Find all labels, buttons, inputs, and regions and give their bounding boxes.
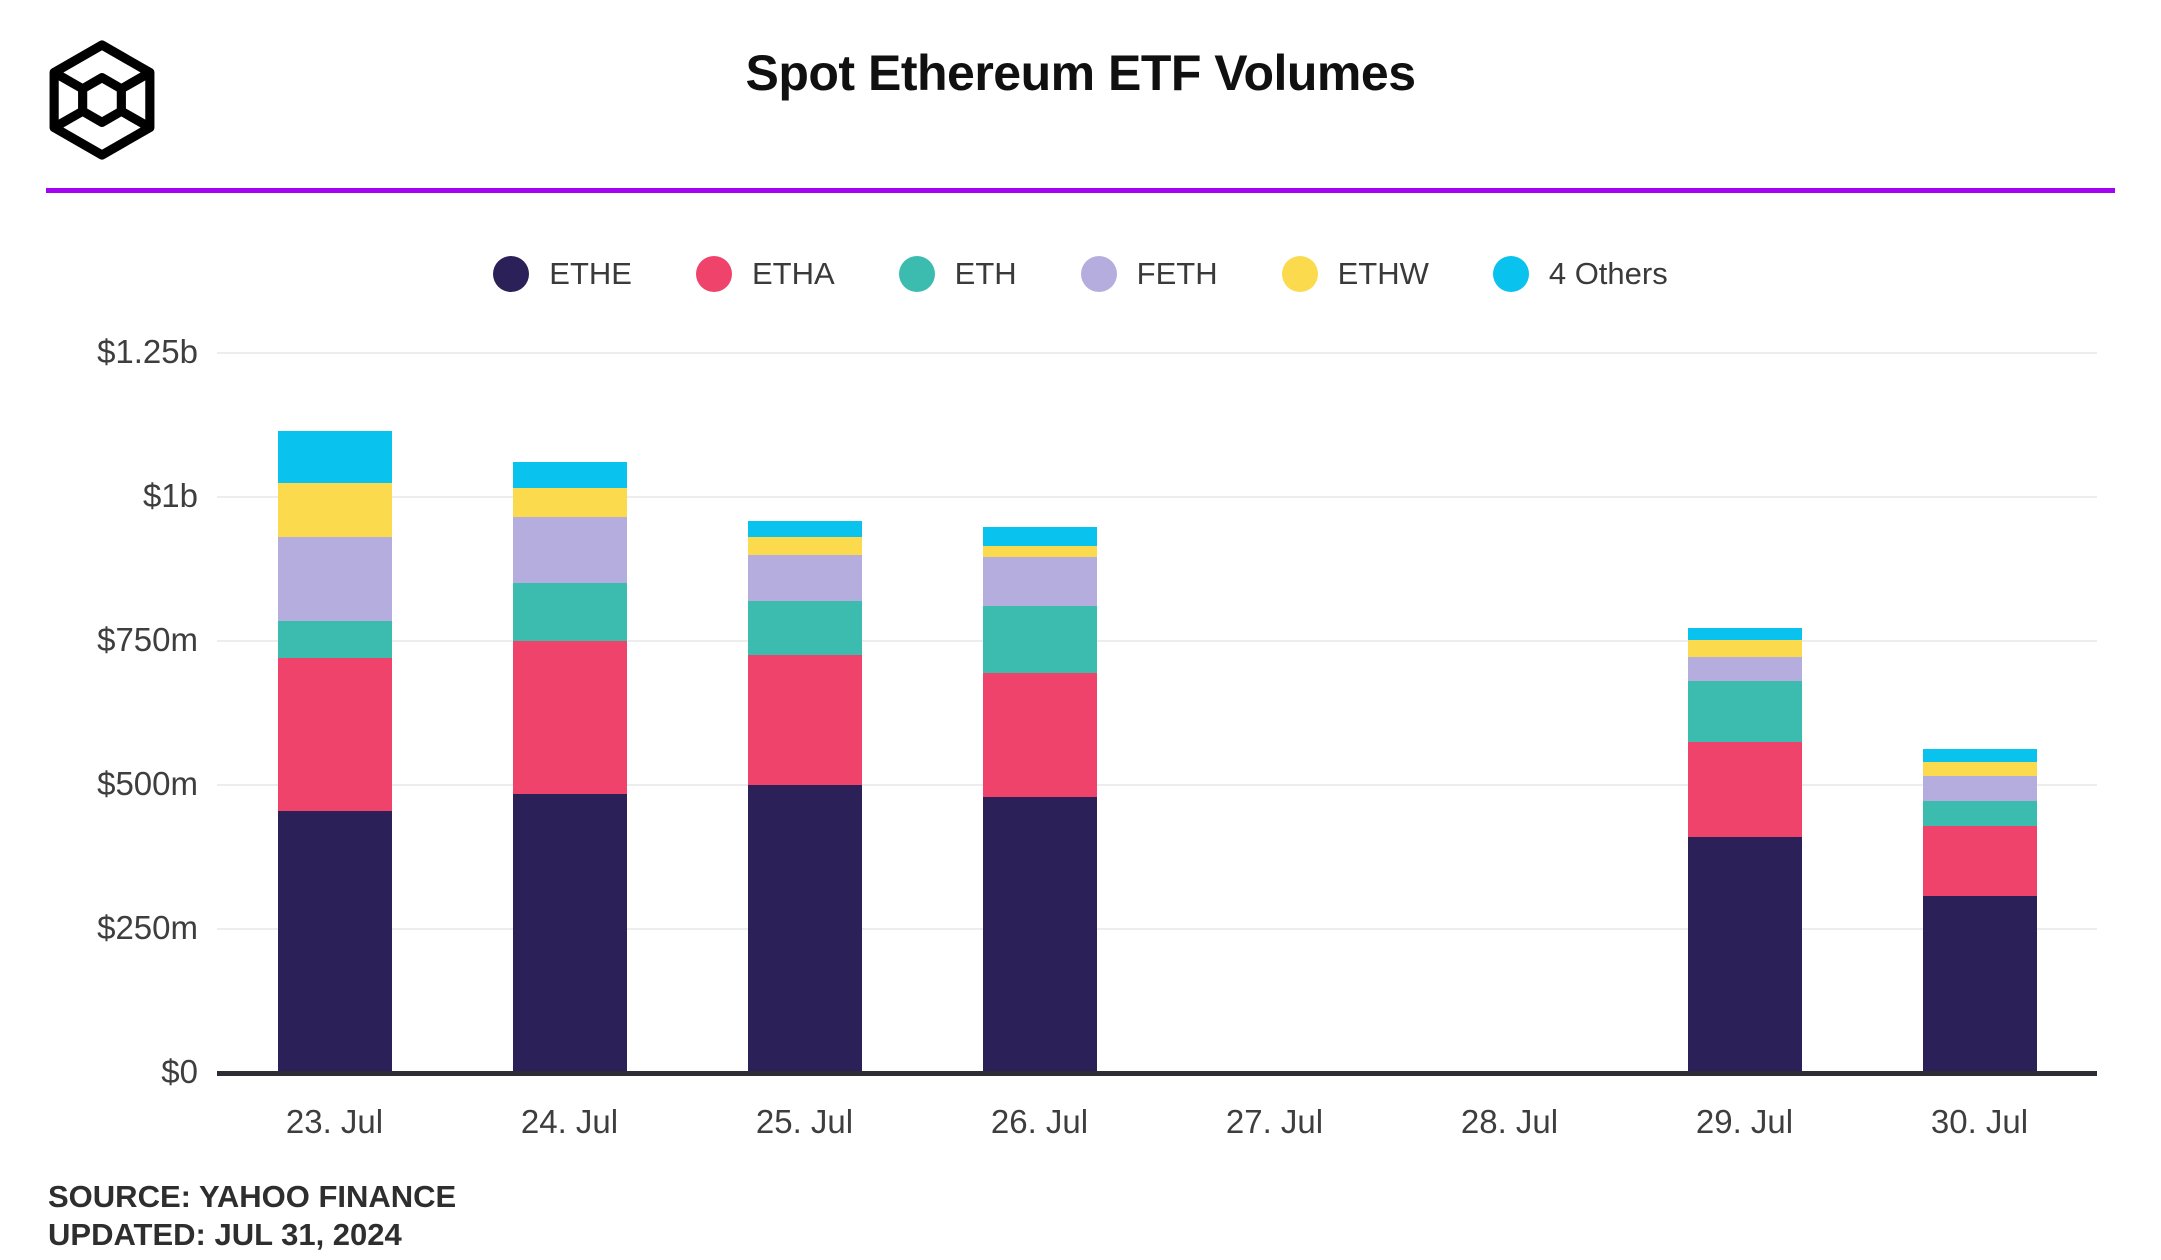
gridline: [217, 352, 2097, 354]
legend-item-feth[interactable]: FETH: [1080, 256, 1218, 292]
bar-segment-ethe[interactable]: [512, 793, 627, 1073]
bar-segment-ethw[interactable]: [1687, 639, 1802, 657]
bar-segment-etha[interactable]: [1687, 741, 1802, 837]
updated-label: UPDATED: JUL 31, 2024: [48, 1217, 402, 1252]
chart-legend: ETHE ETHA ETH FETH ETHW 4 Others: [0, 256, 2161, 292]
legend-dot-icon: [493, 256, 530, 292]
bar-segment-eth[interactable]: [1922, 800, 2037, 826]
bar-segment-etha[interactable]: [747, 655, 862, 785]
bar-segment-etha[interactable]: [512, 641, 627, 794]
bar-segment-ethe[interactable]: [1922, 896, 2037, 1073]
bar-segment-4-others[interactable]: [512, 462, 627, 489]
bar-segment-ethe[interactable]: [1687, 836, 1802, 1073]
y-axis-tick-label: $1.25b: [97, 333, 198, 370]
legend-item-ethw[interactable]: ETHW: [1281, 256, 1429, 292]
legend-label: 4 Others: [1548, 256, 1668, 291]
legend-label: ETHE: [549, 256, 632, 291]
bar-segment-4-others[interactable]: [1922, 749, 2037, 762]
header-divider: [46, 188, 2115, 193]
bar-segment-ethw[interactable]: [982, 545, 1097, 558]
bar-segment-etha[interactable]: [277, 658, 392, 811]
legend-dot-icon: [1281, 256, 1318, 292]
y-axis-tick-label: $750m: [97, 621, 198, 658]
legend-dot-icon: [1492, 256, 1529, 292]
legend-dot-icon: [695, 256, 732, 292]
y-axis-tick-label: $250m: [97, 909, 198, 946]
legend-label: ETH: [954, 256, 1017, 291]
source-caption: SOURCE: YAHOO FINANCE UPDATED: JUL 31, 2…: [48, 1178, 456, 1254]
bar-segment-feth[interactable]: [277, 537, 392, 621]
source-label: SOURCE: YAHOO FINANCE: [48, 1179, 457, 1214]
x-axis-tick-label: 26. Jul: [990, 1103, 1089, 1140]
bar-segment-ethw[interactable]: [1922, 761, 2037, 777]
bar-segment-feth[interactable]: [747, 554, 862, 601]
chart-title: Spot Ethereum ETF Volumes: [745, 45, 1417, 101]
bar-segment-eth[interactable]: [1687, 681, 1802, 742]
x-axis-line: [217, 1071, 2097, 1076]
bar-segment-ethw[interactable]: [277, 482, 392, 538]
x-axis-tick-label: 24. Jul: [520, 1103, 619, 1140]
legend-dot-icon: [1080, 256, 1117, 292]
legend-label: ETHA: [751, 256, 835, 291]
bar-segment-eth[interactable]: [277, 620, 392, 659]
x-axis-tick-label: 29. Jul: [1695, 1103, 1794, 1140]
bar-segment-4-others[interactable]: [277, 430, 392, 483]
bar-segment-eth[interactable]: [747, 600, 862, 656]
bar-segment-etha[interactable]: [982, 672, 1097, 797]
legend-label: ETHW: [1337, 256, 1429, 291]
bar-segment-etha[interactable]: [1922, 825, 2037, 897]
cube-logo-icon: [49, 40, 155, 160]
y-axis-tick-label: $1b: [142, 477, 198, 514]
x-axis-tick-label: 30. Jul: [1930, 1103, 2029, 1140]
legend-item-ethe[interactable]: ETHE: [493, 256, 632, 292]
x-axis-tick-label: 27. Jul: [1225, 1103, 1324, 1140]
bar-segment-ethw[interactable]: [512, 488, 627, 518]
bar-segment-ethe[interactable]: [982, 796, 1097, 1073]
bar-segment-ethe[interactable]: [277, 810, 392, 1073]
bar-segment-feth[interactable]: [512, 517, 627, 584]
gridline: [217, 784, 2097, 786]
bar-segment-ethw[interactable]: [747, 537, 862, 555]
legend-label: FETH: [1136, 256, 1218, 291]
bar-segment-ethe[interactable]: [747, 785, 862, 1073]
y-axis-tick-label: $500m: [97, 765, 198, 802]
legend-item-eth[interactable]: ETH: [898, 256, 1017, 292]
gridline: [217, 640, 2097, 642]
bar-segment-feth[interactable]: [1687, 656, 1802, 682]
y-axis-tick-label: $0: [161, 1053, 198, 1090]
bar-segment-feth[interactable]: [1922, 776, 2037, 801]
bar-segment-eth[interactable]: [982, 606, 1097, 673]
legend-item-etha[interactable]: ETHA: [695, 256, 835, 292]
legend-item-4-others[interactable]: 4 Others: [1492, 256, 1668, 292]
bar-segment-4-others[interactable]: [747, 521, 862, 538]
bar-segment-feth[interactable]: [982, 557, 1097, 607]
x-axis-tick-label: 25. Jul: [755, 1103, 854, 1140]
gridline: [217, 928, 2097, 930]
bar-segment-4-others[interactable]: [1687, 628, 1802, 640]
legend-dot-icon: [898, 256, 935, 292]
x-axis-tick-label: 28. Jul: [1460, 1103, 1559, 1140]
gridline: [217, 496, 2097, 498]
bar-segment-eth[interactable]: [512, 583, 627, 641]
bar-segment-4-others[interactable]: [982, 526, 1097, 546]
x-axis-tick-label: 23. Jul: [285, 1103, 384, 1140]
